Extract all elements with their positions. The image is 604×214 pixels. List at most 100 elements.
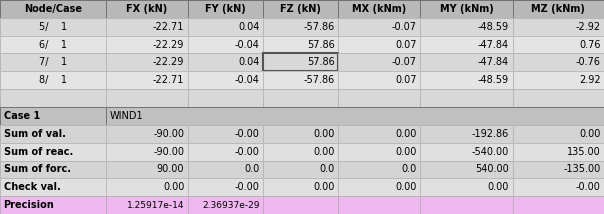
Bar <box>188 18 263 36</box>
Bar <box>106 178 188 196</box>
Text: Precision: Precision <box>4 200 54 210</box>
Bar <box>263 36 338 54</box>
Text: 0.00: 0.00 <box>395 129 417 139</box>
Bar <box>106 71 188 89</box>
Bar <box>0 160 106 178</box>
Bar <box>0 36 106 54</box>
Bar <box>0 160 106 178</box>
Text: -135.00: -135.00 <box>563 164 600 174</box>
Bar <box>338 36 420 54</box>
Bar <box>420 54 513 71</box>
Text: -540.00: -540.00 <box>472 147 509 157</box>
Text: MZ (kNm): MZ (kNm) <box>532 4 585 14</box>
Bar <box>263 54 338 71</box>
Bar <box>420 143 513 160</box>
Bar <box>0 0 106 18</box>
Bar <box>263 178 338 196</box>
Bar <box>263 54 338 71</box>
Bar <box>106 36 188 54</box>
Text: MX (kNm): MX (kNm) <box>352 4 406 14</box>
Bar <box>0 125 106 143</box>
Text: -22.29: -22.29 <box>153 57 184 67</box>
Text: WIND1: WIND1 <box>110 111 143 121</box>
Bar <box>0 143 106 160</box>
Bar <box>0 107 106 125</box>
Text: 0.04: 0.04 <box>238 57 260 67</box>
Text: 0.0: 0.0 <box>401 164 417 174</box>
Bar <box>188 0 263 18</box>
Bar <box>513 71 604 89</box>
Bar <box>263 196 338 214</box>
Bar <box>513 143 604 160</box>
Bar <box>0 0 106 18</box>
Text: -0.04: -0.04 <box>234 40 260 50</box>
Bar <box>338 178 420 196</box>
Bar <box>263 18 338 36</box>
Bar <box>420 178 513 196</box>
Bar <box>513 178 604 196</box>
Text: FY (kN): FY (kN) <box>205 4 246 14</box>
Text: -0.00: -0.00 <box>234 129 260 139</box>
Bar <box>106 143 188 160</box>
Bar <box>0 18 106 36</box>
Text: 90.00: 90.00 <box>157 164 184 174</box>
Bar <box>188 143 263 160</box>
Bar <box>513 18 604 36</box>
Bar <box>513 125 604 143</box>
Text: Sum of reac.: Sum of reac. <box>4 147 73 157</box>
Bar <box>106 125 188 143</box>
Bar <box>188 71 263 89</box>
Bar <box>0 54 106 71</box>
Bar <box>513 0 604 18</box>
Bar <box>263 178 338 196</box>
Bar <box>420 71 513 89</box>
Bar <box>106 0 188 18</box>
Bar <box>338 71 420 89</box>
Bar <box>188 71 263 89</box>
Bar <box>420 125 513 143</box>
Bar <box>263 196 338 214</box>
Text: 0.07: 0.07 <box>395 40 417 50</box>
Text: -0.00: -0.00 <box>234 147 260 157</box>
Bar <box>338 18 420 36</box>
Bar <box>106 54 188 71</box>
Bar <box>338 178 420 196</box>
Bar <box>338 143 420 160</box>
Bar <box>263 89 338 107</box>
Bar <box>420 18 513 36</box>
Bar <box>106 178 188 196</box>
Bar <box>263 71 338 89</box>
Bar <box>0 196 106 214</box>
Text: -0.00: -0.00 <box>576 182 600 192</box>
Bar <box>338 125 420 143</box>
Text: -57.86: -57.86 <box>303 75 335 85</box>
Text: FZ (kN): FZ (kN) <box>280 4 321 14</box>
Bar <box>513 143 604 160</box>
Text: 0.0: 0.0 <box>320 164 335 174</box>
Text: Sum of forc.: Sum of forc. <box>4 164 71 174</box>
Text: FX (kN): FX (kN) <box>126 4 167 14</box>
Bar <box>106 54 188 71</box>
Bar <box>0 18 106 36</box>
Bar <box>513 160 604 178</box>
Bar <box>0 54 106 71</box>
Text: 0.00: 0.00 <box>313 147 335 157</box>
Bar <box>0 178 106 196</box>
Bar <box>106 36 188 54</box>
Bar <box>513 36 604 54</box>
Text: 2.92: 2.92 <box>579 75 600 85</box>
Text: 57.86: 57.86 <box>307 57 335 67</box>
Bar <box>188 178 263 196</box>
Bar <box>263 143 338 160</box>
Bar <box>188 18 263 36</box>
Bar <box>188 54 263 71</box>
Text: -0.07: -0.07 <box>391 57 417 67</box>
Bar <box>420 36 513 54</box>
Bar <box>338 71 420 89</box>
Bar <box>106 89 188 107</box>
Bar <box>0 89 106 107</box>
Bar <box>338 196 420 214</box>
Text: 0.00: 0.00 <box>395 147 417 157</box>
Bar <box>338 0 420 18</box>
Bar <box>263 18 338 36</box>
